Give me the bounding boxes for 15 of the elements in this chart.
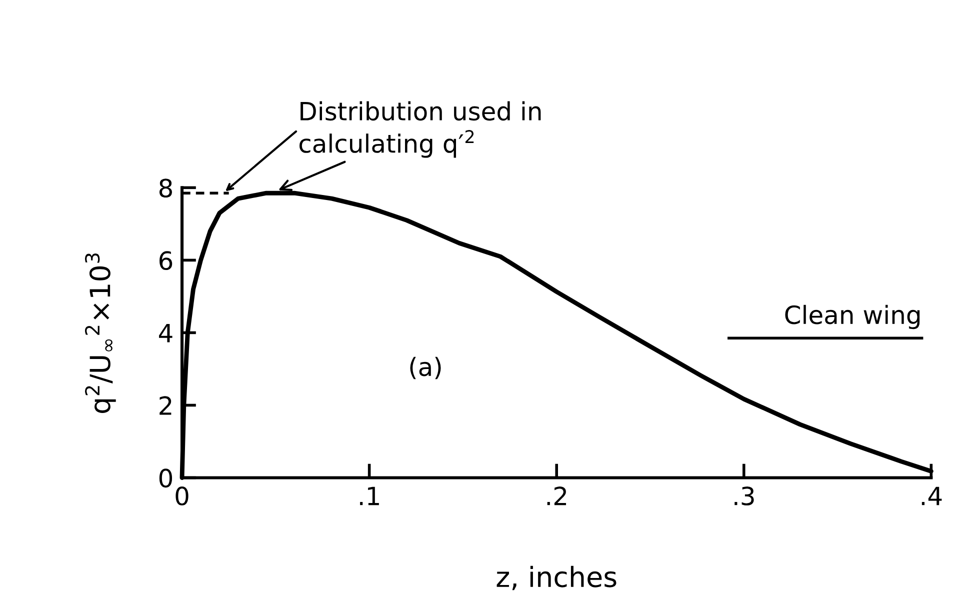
annotation: (a) [410,356,441,380]
y-tick-label: 4 [159,324,172,342]
x-axis-title: z, inches [496,566,616,590]
y-tick-label: 6 [160,251,172,270]
x-tick-label: 0 [176,486,188,506]
y-axis-title: q$^{2}$/U$_{∞}$$^{2}$×10$^{3}$ [85,253,116,413]
x-tick-label: .2 [547,486,566,506]
annotation: Clean wing [785,304,920,330]
annotation: Distribution used in calculating q′$^{2}$ [300,101,541,158]
x-tick-label: .3 [734,486,754,506]
x-tick-label: .4 [922,486,942,506]
y-tick-label: 0 [159,468,172,488]
y-tick-label: 8 [159,178,172,198]
x-tick-label: .1 [360,486,379,506]
y-tick-label: 2 [160,396,172,415]
